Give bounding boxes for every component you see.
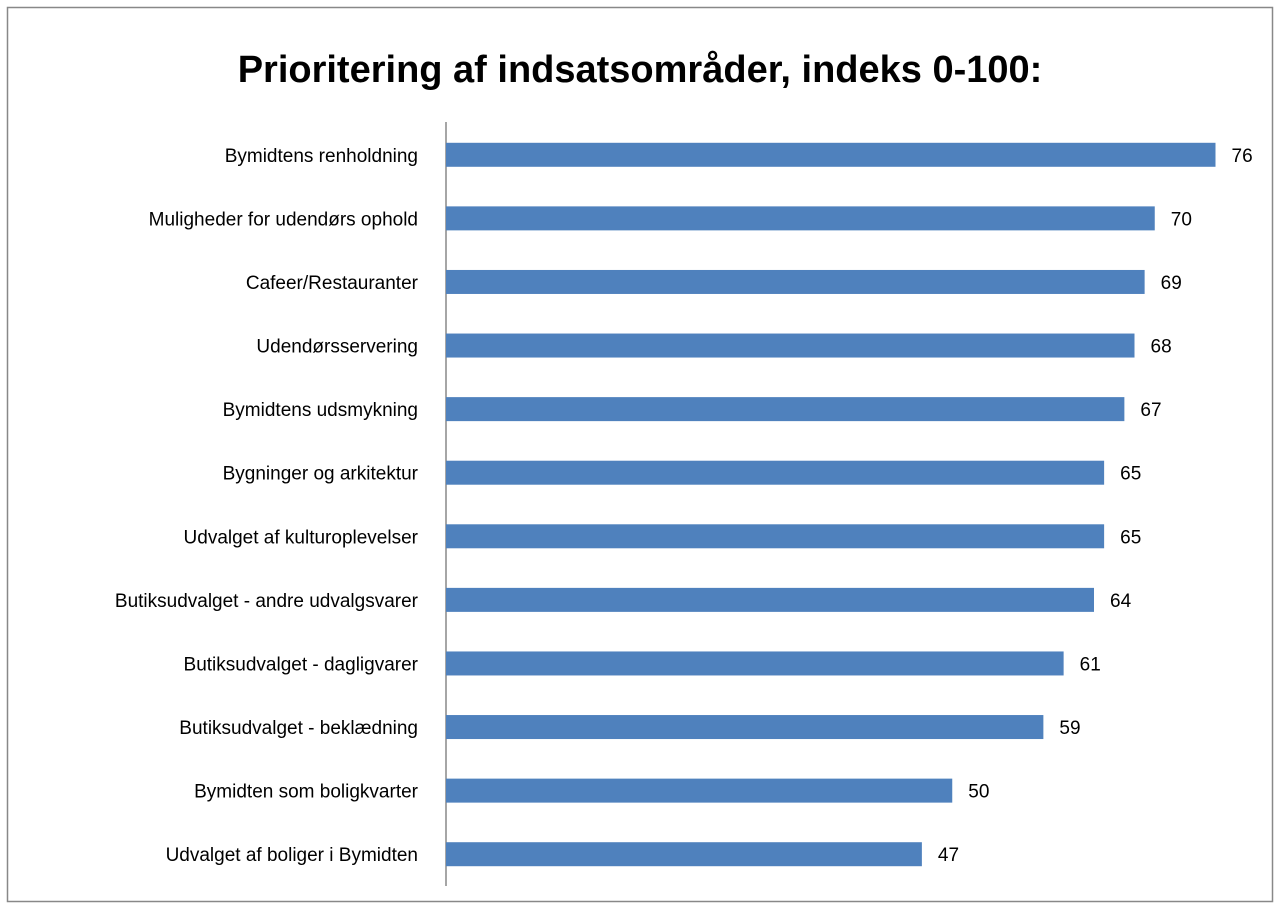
bar: [446, 524, 1105, 549]
value-label: 70: [1171, 209, 1192, 230]
value-label: 64: [1110, 591, 1132, 612]
y-tick-label: Bymidtens renholdning: [225, 146, 418, 167]
chart-title: Prioritering af indsatsområder, indeks 0…: [238, 49, 1043, 91]
y-tick-label: Bymidtens udsmykning: [223, 400, 418, 421]
value-label: 59: [1059, 718, 1080, 739]
bar: [446, 142, 1216, 167]
bar: [446, 206, 1155, 231]
value-label: 68: [1151, 337, 1172, 358]
value-label: 50: [968, 782, 989, 803]
y-tick-label: Butiksudvalget - dagligvarer: [184, 654, 419, 675]
y-tick-label: Bygninger og arkitektur: [223, 464, 419, 485]
bar: [446, 651, 1064, 676]
value-label: 47: [938, 845, 959, 866]
value-label: 61: [1080, 654, 1101, 675]
y-tick-label: Muligheder for udendørs ophold: [149, 209, 418, 230]
y-tick-label: Udvalget af kulturoplevelser: [184, 527, 419, 548]
y-tick-label: Udvalget af boliger i Bymidten: [166, 845, 418, 866]
value-label: 76: [1232, 146, 1253, 167]
y-tick-label: Butiksudvalget - andre udvalgsvarer: [115, 591, 419, 612]
bar: [446, 842, 922, 867]
bar: [446, 778, 953, 803]
bar: [446, 333, 1135, 358]
bar: [446, 715, 1044, 740]
bar: [446, 269, 1145, 294]
value-label: 67: [1140, 400, 1161, 421]
value-label: 65: [1120, 527, 1141, 548]
bar: [446, 397, 1125, 422]
y-tick-label: Udendørsservering: [256, 337, 418, 358]
y-tick-label: Butiksudvalget - beklædning: [179, 718, 418, 739]
y-tick-label: Cafeer/Restauranter: [246, 273, 419, 294]
bar: [446, 460, 1105, 485]
bar: [446, 587, 1094, 612]
chart-border: [6, 6, 1274, 903]
value-label: 65: [1120, 464, 1141, 485]
y-tick-label: Bymidten som boligkvarter: [194, 782, 419, 803]
value-label: 69: [1161, 273, 1182, 294]
